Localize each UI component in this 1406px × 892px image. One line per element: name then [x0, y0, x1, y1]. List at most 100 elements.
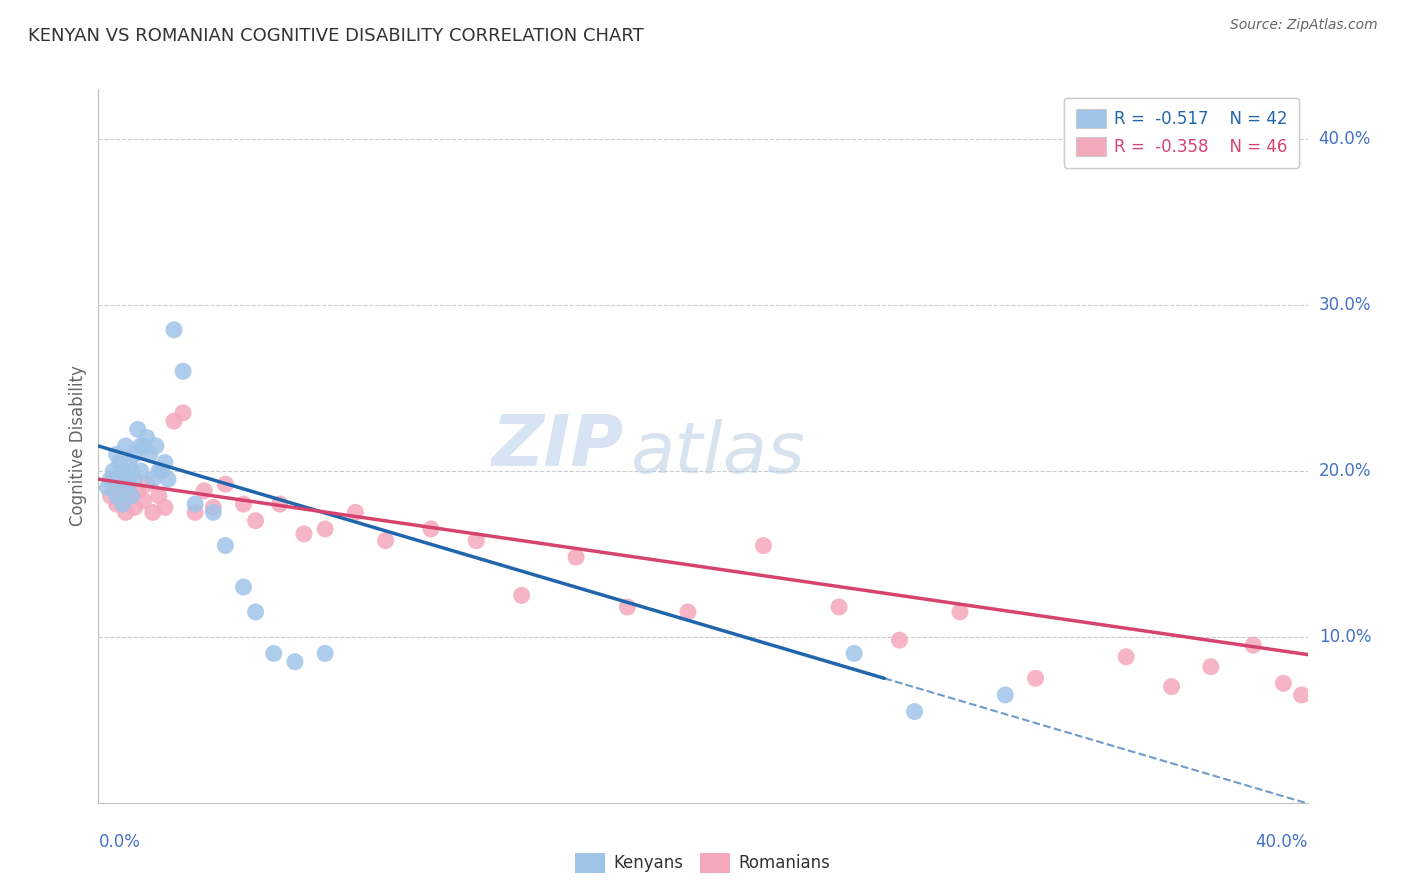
Text: 30.0%: 30.0%: [1319, 296, 1371, 314]
Point: [124, 447, 146, 461]
Point: [214, 539, 236, 553]
Point: [148, 489, 170, 503]
Text: KENYAN VS ROMANIAN COGNITIVE DISABILITY CORRELATION CHART: KENYAN VS ROMANIAN COGNITIVE DISABILITY …: [28, 27, 644, 45]
Point: [752, 539, 775, 553]
Point: [127, 422, 149, 436]
Point: [184, 497, 207, 511]
Point: [108, 456, 131, 470]
Point: [135, 477, 157, 491]
Point: [232, 497, 254, 511]
Point: [284, 655, 307, 669]
Point: [172, 364, 194, 378]
Point: [269, 497, 291, 511]
Point: [193, 483, 215, 498]
Point: [142, 472, 165, 486]
Point: [153, 500, 176, 515]
Point: [118, 472, 141, 486]
Point: [108, 472, 131, 486]
Point: [114, 505, 136, 519]
Point: [163, 323, 186, 337]
Point: [314, 647, 336, 661]
Legend: Kenyans, Romanians: Kenyans, Romanians: [569, 847, 837, 880]
Point: [114, 481, 136, 495]
Text: Source: ZipAtlas.com: Source: ZipAtlas.com: [1230, 18, 1378, 32]
Point: [111, 489, 134, 503]
Point: [156, 472, 179, 486]
Point: [1291, 688, 1313, 702]
Point: [121, 464, 143, 478]
Point: [245, 605, 267, 619]
Point: [994, 688, 1017, 702]
Point: [263, 647, 285, 661]
Point: [232, 580, 254, 594]
Point: [118, 456, 141, 470]
Point: [108, 481, 131, 495]
Point: [344, 505, 367, 519]
Point: [1160, 680, 1182, 694]
Point: [150, 464, 173, 478]
Text: 20.0%: 20.0%: [1319, 462, 1371, 480]
Point: [124, 472, 146, 486]
Text: 40.0%: 40.0%: [1256, 833, 1308, 851]
Point: [1199, 659, 1222, 673]
Point: [844, 647, 866, 661]
Point: [374, 533, 396, 548]
Text: 10.0%: 10.0%: [1319, 628, 1371, 646]
Text: 0.0%: 0.0%: [98, 833, 141, 851]
Point: [184, 505, 207, 519]
Point: [124, 500, 146, 515]
Point: [1272, 676, 1295, 690]
Point: [172, 406, 194, 420]
Point: [510, 588, 533, 602]
Point: [292, 527, 315, 541]
Point: [828, 599, 851, 614]
Text: 40.0%: 40.0%: [1319, 130, 1371, 148]
Text: atlas: atlas: [630, 418, 806, 488]
Point: [111, 497, 134, 511]
Point: [1241, 638, 1264, 652]
Point: [465, 533, 488, 548]
Point: [245, 514, 267, 528]
Point: [135, 431, 157, 445]
Point: [127, 483, 149, 498]
Point: [121, 489, 143, 503]
Point: [142, 505, 165, 519]
Point: [202, 505, 225, 519]
Point: [105, 489, 128, 503]
Point: [132, 439, 155, 453]
Y-axis label: Cognitive Disability: Cognitive Disability: [69, 366, 87, 526]
Point: [139, 447, 162, 461]
Point: [202, 500, 225, 515]
Point: [1115, 649, 1137, 664]
Point: [214, 477, 236, 491]
Point: [145, 439, 167, 453]
Text: ZIP: ZIP: [492, 411, 624, 481]
Point: [100, 489, 122, 503]
Point: [114, 439, 136, 453]
Point: [676, 605, 699, 619]
Point: [565, 550, 588, 565]
Point: [103, 464, 125, 478]
Point: [96, 481, 118, 495]
Point: [105, 497, 128, 511]
Point: [153, 456, 176, 470]
Point: [1024, 671, 1046, 685]
Point: [904, 705, 927, 719]
Point: [129, 439, 152, 453]
Point: [105, 447, 128, 461]
Point: [118, 481, 141, 495]
Legend: R =  -0.517    N = 42, R =  -0.358    N = 46: R = -0.517 N = 42, R = -0.358 N = 46: [1064, 97, 1299, 168]
Point: [889, 633, 911, 648]
Point: [314, 522, 336, 536]
Point: [100, 472, 122, 486]
Point: [148, 464, 170, 478]
Point: [132, 493, 155, 508]
Point: [121, 489, 143, 503]
Point: [163, 414, 186, 428]
Point: [419, 522, 441, 536]
Point: [1312, 649, 1334, 664]
Point: [111, 464, 134, 478]
Point: [103, 472, 125, 486]
Point: [616, 599, 638, 614]
Point: [129, 464, 152, 478]
